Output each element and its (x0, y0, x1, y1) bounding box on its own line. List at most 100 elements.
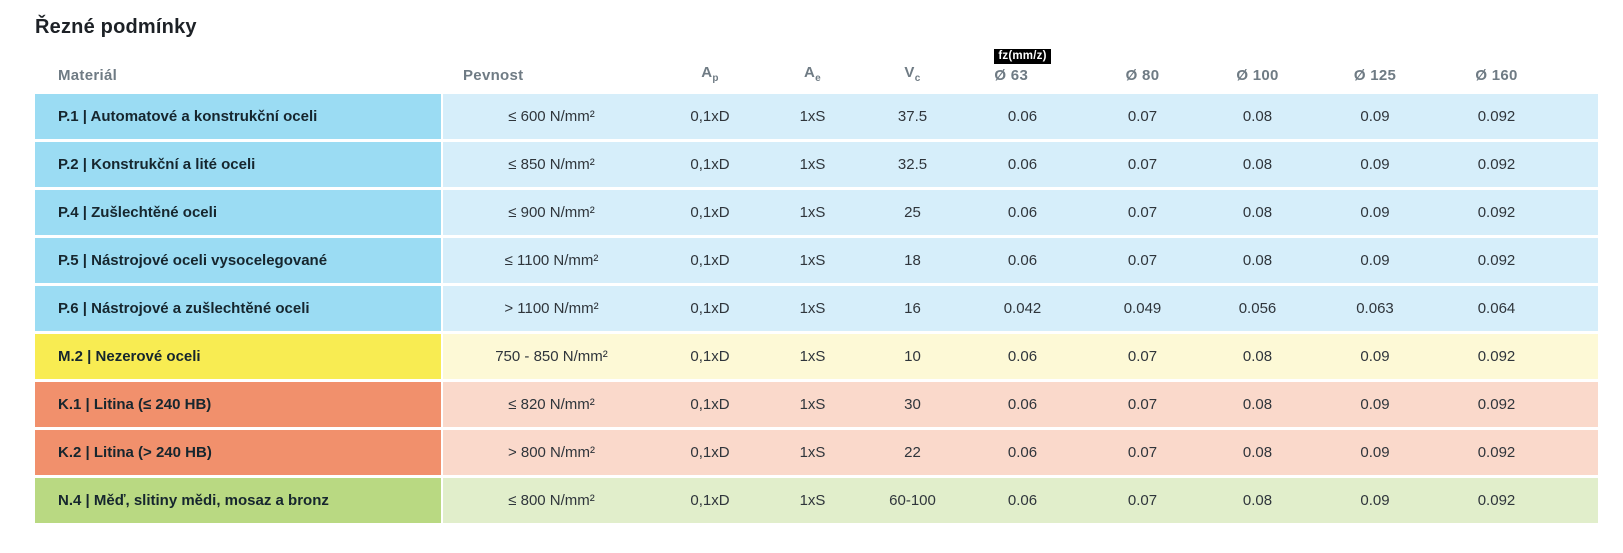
vc-symbol: V (904, 64, 915, 81)
ap-cell: 0,1xD (690, 252, 730, 269)
fz-100-cell: 0.08 (1242, 252, 1273, 269)
fz-160-cell: 0.092 (1477, 492, 1516, 509)
pevnost-cell: ≤ 800 N/mm² (508, 492, 595, 509)
fz-125-cell: 0.09 (1360, 204, 1390, 221)
fz-160-cell: 0.092 (1477, 252, 1516, 269)
ae-symbol: A (803, 64, 816, 81)
col-header-material: Materiál (58, 67, 118, 84)
material-cell: N.4 | Měď, slitiny mědi, mosaz a bronz (35, 478, 443, 523)
fz-100-cell: 0.056 (1238, 300, 1277, 317)
fz-125-cell: 0.09 (1360, 108, 1390, 125)
page-title: Řezné podmínky (35, 16, 197, 38)
ae-cell: 1xS (799, 492, 826, 509)
ae-cell: 1xS (799, 108, 826, 125)
fz-63-cell: 0.06 (1007, 108, 1038, 125)
vc-cell: 32.5 (897, 156, 928, 173)
pevnost-cell: ≤ 850 N/mm² (508, 156, 595, 173)
ae-cell: 1xS (799, 156, 826, 173)
fz-125-cell: 0.09 (1360, 444, 1390, 461)
table-row: N.4 | Měď, slitiny mědi, mosaz a bronz ≤… (35, 478, 1598, 523)
ap-cell: 0,1xD (690, 444, 730, 461)
ae-cell: 1xS (799, 396, 826, 413)
cutting-conditions-table: Materiál Pevnost Ap Ae Vc fz(mm/z) Ø 63 … (35, 39, 1598, 523)
fz-63-cell: 0.06 (1007, 396, 1038, 413)
material-cell: P.4 | Zušlechtěné oceli (35, 190, 443, 235)
fz-80-cell: 0.07 (1127, 204, 1158, 221)
ap-cell: 0,1xD (690, 108, 730, 125)
fz-63-cell: 0.06 (1007, 204, 1038, 221)
col-header-diameter-80: Ø 80 (1125, 67, 1160, 84)
ae-cell: 1xS (799, 444, 826, 461)
pevnost-cell: ≤ 900 N/mm² (508, 204, 595, 221)
col-header-diameter-160: Ø 160 (1475, 67, 1518, 84)
fz-100-cell: 0.08 (1242, 156, 1273, 173)
pevnost-cell: ≤ 1100 N/mm² (504, 252, 599, 269)
table-row: P.6 | Nástrojové a zušlechtěné oceli > 1… (35, 286, 1598, 331)
ae-cell: 1xS (799, 252, 826, 269)
table-body: P.1 | Automatové a konstrukční oceli ≤ 6… (35, 94, 1598, 523)
fz-80-cell: 0.049 (1123, 300, 1162, 317)
col-header-pevnost: Pevnost (463, 67, 524, 84)
vc-cell: 37.5 (897, 108, 928, 125)
pevnost-cell: 750 - 850 N/mm² (495, 348, 608, 365)
pevnost-cell: ≤ 600 N/mm² (508, 108, 595, 125)
fz-63-cell: 0.06 (1007, 444, 1038, 461)
ap-cell: 0,1xD (690, 156, 730, 173)
fz-63-cell: 0.042 (1003, 300, 1042, 317)
diameter-63-label: Ø 63 (994, 67, 1029, 84)
ap-cell: 0,1xD (690, 492, 730, 509)
vc-cell: 60-100 (889, 492, 936, 509)
fz-unit-badge: fz(mm/z) (994, 49, 1051, 64)
fz-80-cell: 0.07 (1127, 156, 1158, 173)
pevnost-cell: ≤ 820 N/mm² (508, 396, 595, 413)
col-header-diameter-63: fz(mm/z) Ø 63 (960, 49, 1085, 94)
fz-125-cell: 0.09 (1360, 252, 1390, 269)
material-cell: K.1 | Litina (≤ 240 HB) (35, 382, 443, 427)
vc-cell: 10 (904, 348, 921, 365)
vc-cell: 16 (904, 300, 921, 317)
fz-100-cell: 0.08 (1242, 444, 1273, 461)
fz-160-cell: 0.092 (1477, 204, 1516, 221)
fz-160-cell: 0.092 (1477, 396, 1516, 413)
table-row: P.5 | Nástrojové oceli vysocelegované ≤ … (35, 238, 1598, 283)
material-cell: P.5 | Nástrojové oceli vysocelegované (35, 238, 443, 283)
col-header-ae: Ae (760, 64, 865, 94)
vc-cell: 18 (904, 252, 921, 269)
col-header-diameter-125: Ø 125 (1353, 67, 1397, 84)
ap-symbol: A (701, 64, 713, 81)
material-cell: P.6 | Nástrojové a zušlechtěné oceli (35, 286, 443, 331)
ae-cell: 1xS (799, 204, 826, 221)
table-row: K.2 | Litina (> 240 HB) > 800 N/mm² 0,1x… (35, 430, 1598, 475)
diameter-63-header-stack: fz(mm/z) Ø 63 (994, 49, 1051, 84)
material-cell: M.2 | Nezerové oceli (35, 334, 443, 379)
ae-cell: 1xS (799, 348, 826, 365)
ap-cell: 0,1xD (690, 396, 730, 413)
vc-cell: 22 (904, 444, 921, 461)
fz-125-cell: 0.09 (1360, 396, 1390, 413)
material-cell: K.2 | Litina (> 240 HB) (35, 430, 443, 475)
fz-125-cell: 0.09 (1360, 156, 1390, 173)
col-header-vc: Vc (865, 64, 960, 94)
col-header-diameter-100: Ø 100 (1236, 67, 1279, 84)
ae-subscript: e (815, 73, 821, 84)
fz-125-cell: 0.063 (1356, 300, 1394, 317)
vc-cell: 25 (904, 204, 921, 221)
ae-cell: 1xS (799, 300, 826, 317)
table-row: P.2 | Konstrukční a lité oceli ≤ 850 N/m… (35, 142, 1598, 187)
col-header-ap: Ap (660, 64, 760, 94)
fz-80-cell: 0.07 (1127, 108, 1158, 125)
fz-80-cell: 0.07 (1127, 492, 1158, 509)
fz-100-cell: 0.08 (1242, 108, 1273, 125)
fz-80-cell: 0.07 (1127, 396, 1158, 413)
fz-160-cell: 0.064 (1477, 300, 1516, 317)
fz-100-cell: 0.08 (1242, 492, 1273, 509)
vc-cell: 30 (904, 396, 921, 413)
fz-160-cell: 0.092 (1477, 156, 1516, 173)
ap-cell: 0,1xD (690, 300, 730, 317)
material-cell: P.2 | Konstrukční a lité oceli (35, 142, 443, 187)
ap-subscript: p (712, 73, 719, 84)
table-row: P.1 | Automatové a konstrukční oceli ≤ 6… (35, 94, 1598, 139)
ap-cell: 0,1xD (690, 348, 730, 365)
fz-100-cell: 0.08 (1242, 204, 1273, 221)
